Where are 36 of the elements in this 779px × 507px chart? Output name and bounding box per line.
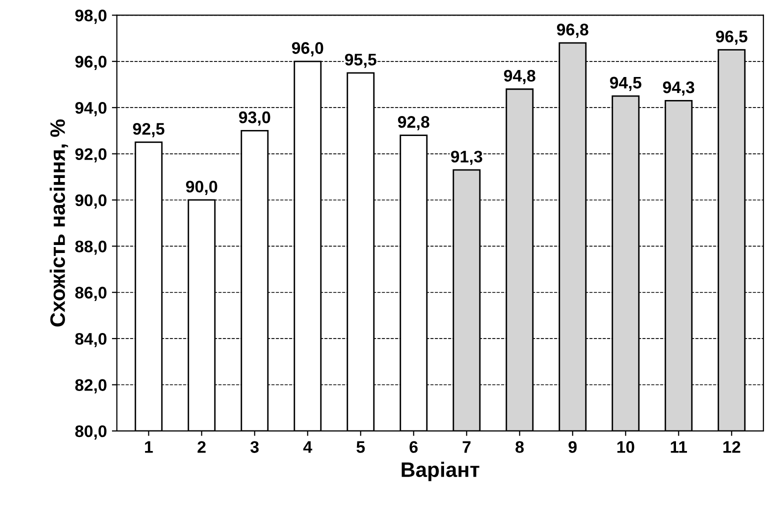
x-tick-label: 8 — [516, 441, 524, 453]
y-tick-label: 84,0 — [75, 332, 106, 348]
data-label: 92,8 — [398, 116, 430, 130]
data-label: 94,5 — [610, 76, 642, 92]
y-tick-label: 90,0 — [75, 194, 106, 209]
data-label: 96,0 — [292, 42, 324, 56]
y-tick-label: 80,0 — [75, 425, 106, 440]
y-tick-label: 82,0 — [75, 379, 106, 394]
y-tick-label: 86,0 — [75, 286, 106, 301]
x-tick-label: 4 — [303, 441, 312, 453]
y-tick-label: 98,0 — [75, 10, 106, 24]
x-tick-label: 9 — [568, 441, 577, 453]
x-tick-label: 10 — [617, 441, 634, 453]
y-tick-label: 92,0 — [75, 148, 106, 162]
data-label: 94,8 — [504, 70, 536, 84]
data-label: 96,8 — [556, 24, 588, 38]
data-label: 96,5 — [716, 30, 748, 45]
x-tick-label: 12 — [723, 441, 740, 453]
y-axis-title: Схожість насіння, % — [50, 119, 68, 326]
data-label: 91,3 — [450, 150, 482, 165]
x-tick-label: 1 — [145, 441, 153, 453]
data-label: 94,3 — [662, 81, 694, 96]
x-axis-title: Варіант — [402, 462, 480, 482]
data-label: 95,5 — [345, 54, 376, 68]
y-tick-label: 94,0 — [75, 102, 106, 116]
x-tick-label: 6 — [410, 441, 418, 453]
x-tick-label: 11 — [670, 441, 687, 453]
y-tick-label: 88,0 — [75, 240, 106, 255]
data-label: 90,0 — [186, 180, 218, 195]
x-tick-label: 7 — [462, 441, 471, 453]
x-tick-label: 3 — [250, 441, 259, 453]
data-label: 93,0 — [239, 111, 270, 126]
x-tick-label: 5 — [356, 441, 365, 453]
y-tick-label: 96,0 — [75, 56, 106, 70]
data-label: 92,5 — [133, 122, 164, 138]
x-tick-label: 2 — [198, 441, 206, 453]
